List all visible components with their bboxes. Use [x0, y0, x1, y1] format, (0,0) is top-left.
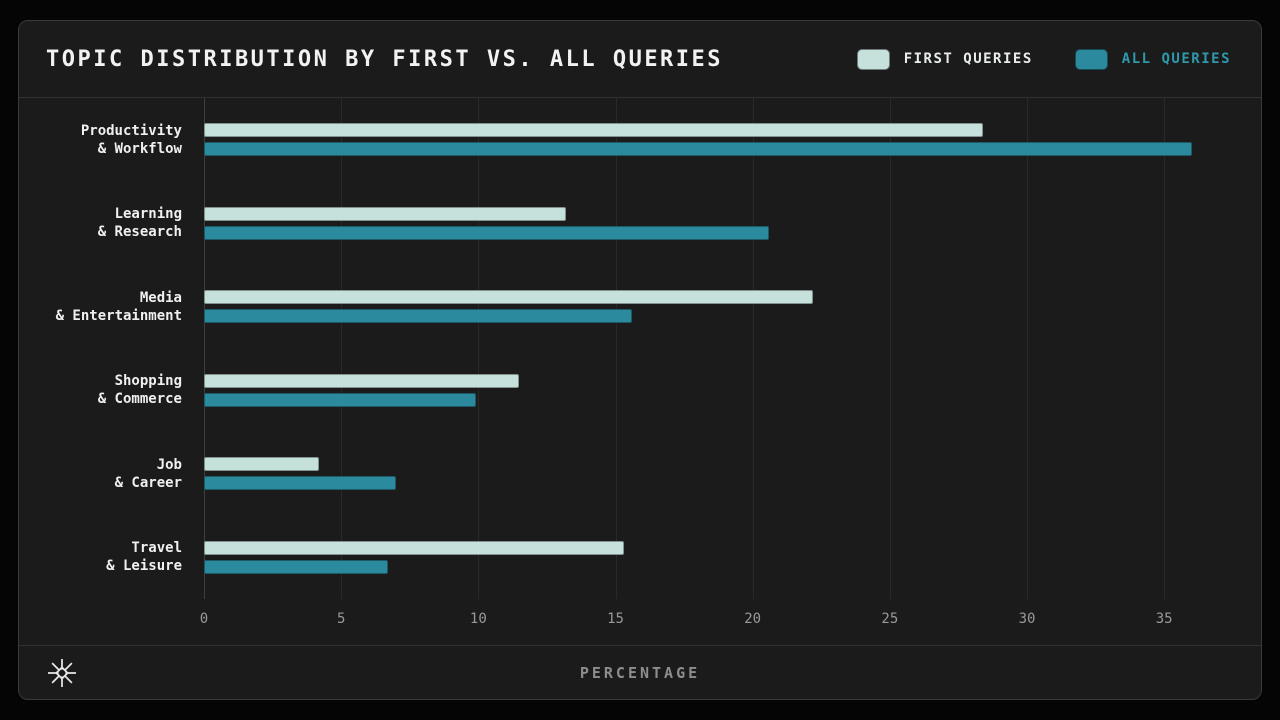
- x-tick-label: 0: [199, 611, 209, 627]
- legend-swatch-first-queries: [856, 48, 890, 70]
- category-label: Job & Career: [114, 456, 182, 491]
- bar-all-queries: [204, 476, 397, 491]
- x-tick-label: 15: [607, 611, 624, 627]
- bar-all-queries: [204, 392, 476, 407]
- gridline-x-15: [615, 98, 617, 599]
- gridline-x-30: [1027, 98, 1029, 599]
- legend-item-all-queries[interactable]: ALL QUERIES: [1074, 48, 1231, 70]
- gridline-x-25: [889, 98, 891, 599]
- bar-group: Media & Entertainment: [56, 265, 1241, 349]
- bar-all-queries: [204, 142, 1192, 157]
- bar-group: Travel & Leisure: [106, 516, 1241, 600]
- x-tick-label: 25: [881, 611, 899, 627]
- x-tick-label: 5: [336, 611, 346, 627]
- category-label: Shopping & Commerce: [97, 373, 182, 408]
- bar-all-queries: [204, 559, 388, 574]
- chart-footer: PERCENTAGE: [19, 645, 1261, 699]
- x-tick-label: 20: [744, 611, 762, 627]
- gridline-x-35: [1164, 98, 1166, 599]
- category-label: Learning & Research: [97, 206, 182, 241]
- bar-all-queries: [204, 225, 770, 240]
- legend-label-first-queries: FIRST QUERIES: [903, 51, 1033, 67]
- category-label: Productivity & Workflow: [80, 122, 182, 157]
- chart-card: TOPIC DISTRIBUTION BY FIRST VS. ALL QUER…: [18, 20, 1262, 700]
- bar-group: Job & Career: [115, 432, 1241, 516]
- x-axis-title: PERCENTAGE: [579, 663, 701, 682]
- bar-first-queries: [204, 540, 624, 555]
- chart-header: TOPIC DISTRIBUTION BY FIRST VS. ALL QUER…: [19, 21, 1261, 98]
- x-tick-label: 10: [469, 611, 487, 627]
- x-tick-label: 30: [1018, 611, 1036, 627]
- legend-swatch-all-queries: [1074, 48, 1108, 70]
- x-tick-label: 35: [1155, 611, 1173, 627]
- plot-area: Productivity & Workflow Learning & Resear…: [56, 98, 1241, 627]
- bar-first-queries: [204, 290, 814, 305]
- gridline-x-10: [478, 98, 480, 599]
- bar-group: Learning & Research: [98, 182, 1241, 266]
- bar-first-queries: [204, 457, 320, 472]
- category-label: Travel & Leisure: [106, 540, 182, 575]
- gridline-x-5: [341, 98, 343, 599]
- chart-area: Productivity & Workflow Learning & Resear…: [19, 98, 1261, 645]
- asterisk-logo-icon: [47, 658, 77, 688]
- bar-first-queries: [204, 206, 567, 221]
- legend-label-all-queries: ALL QUERIES: [1121, 51, 1231, 67]
- bar-first-queries: [204, 123, 984, 138]
- gridline-x-20: [752, 98, 754, 599]
- bar-group: Shopping & Commerce: [98, 349, 1241, 433]
- bar-first-queries: [204, 373, 520, 388]
- chart-title: TOPIC DISTRIBUTION BY FIRST VS. ALL QUER…: [46, 46, 724, 72]
- legend-item-first-queries[interactable]: FIRST QUERIES: [856, 48, 1033, 70]
- legend: FIRST QUERIES ALL QUERIES: [856, 48, 1231, 70]
- bar-all-queries: [204, 309, 632, 324]
- category-label: Media & Entertainment: [55, 289, 182, 324]
- y-axis-line: [204, 98, 205, 599]
- bar-group: Productivity & Workflow: [81, 98, 1241, 182]
- bar-groups: Productivity & Workflow Learning & Resear…: [56, 98, 1241, 600]
